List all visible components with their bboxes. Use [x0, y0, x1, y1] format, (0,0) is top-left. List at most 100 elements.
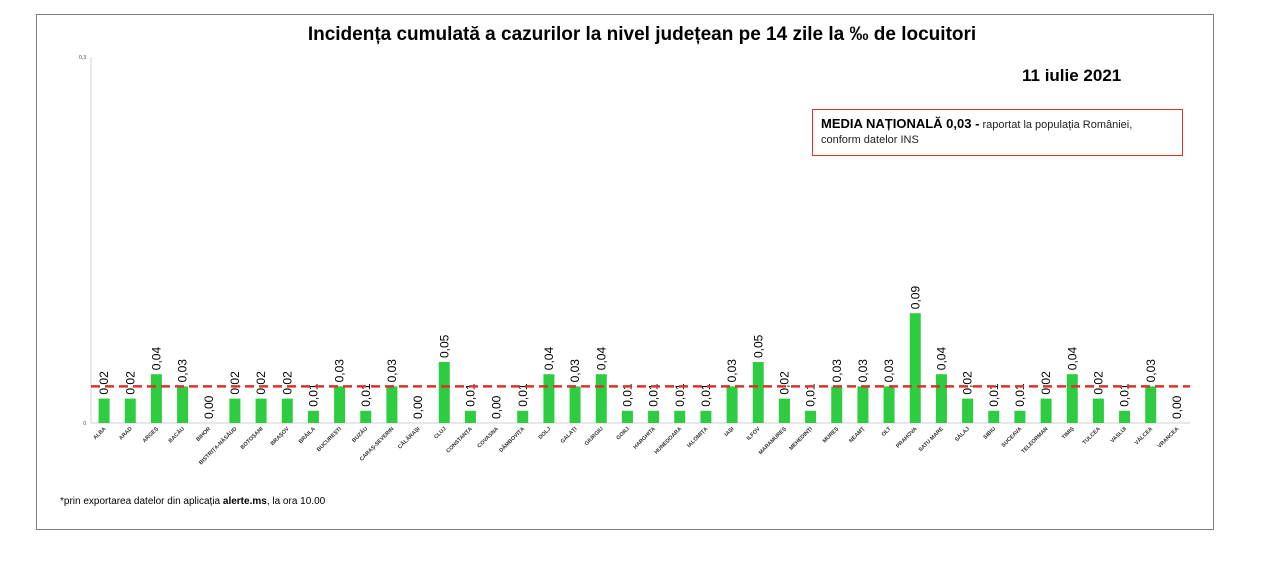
bar-value-label: 0,01: [306, 383, 320, 407]
bar: [517, 410, 529, 423]
category-label: IALOMIȚA: [686, 426, 709, 449]
category-label: HARGHITA: [633, 426, 657, 450]
bar-value-label: 0,00: [202, 395, 216, 419]
national-average-label: MEDIA NAȚIONALĂ 0,03 -: [821, 116, 980, 131]
category-label: DOLJ: [538, 426, 553, 441]
bar: [1145, 386, 1157, 423]
bar: [98, 398, 110, 423]
bar-value-label: 0,02: [280, 371, 294, 395]
bar-value-label: 0,01: [987, 383, 1001, 407]
category-label: BIHOR: [195, 426, 212, 443]
bar: [124, 398, 136, 423]
bar-value-label: 0,00: [1170, 395, 1184, 419]
category-label: ARAD: [118, 426, 133, 441]
bar-value-label: 0,03: [830, 359, 844, 383]
bar-value-label: 0,01: [1118, 383, 1132, 407]
national-average-box: MEDIA NAȚIONALĂ 0,03 - raportat la popul…: [812, 109, 1183, 156]
bar: [595, 374, 607, 423]
category-label: MEHEDINȚI: [788, 426, 814, 452]
bar-value-label: 0,02: [123, 371, 137, 395]
bar-value-label: 0,00: [411, 395, 425, 419]
chart-frame: [36, 14, 1214, 530]
category-label: HUNEDOARA: [654, 426, 684, 456]
category-label: VASLUI: [1110, 426, 1129, 445]
category-label: VÂLCEA: [1133, 425, 1154, 446]
category-label: SĂLAJ: [953, 425, 971, 443]
bar-value-label: 0,01: [673, 383, 687, 407]
bar-value-label: 0,03: [856, 359, 870, 383]
category-label: VRANCEA: [1157, 426, 1180, 449]
category-label: COVASNA: [477, 426, 500, 449]
bar: [883, 386, 895, 423]
y-tick-label: 0,3: [79, 55, 86, 61]
bar-value-label: 0,02: [97, 371, 111, 395]
category-label: IAȘI: [724, 426, 736, 438]
bar-value-label: 0,01: [620, 383, 634, 407]
category-label: MUREȘ: [822, 426, 841, 445]
bar: [1014, 410, 1026, 423]
bar-value-label: 0,00: [490, 395, 504, 419]
bar-value-label: 0,01: [647, 383, 661, 407]
bar: [935, 374, 947, 423]
bar: [150, 374, 162, 423]
category-label: OLT: [881, 426, 893, 438]
category-label: ILFOV: [746, 426, 762, 442]
bar-value-label: 0,04: [149, 347, 163, 371]
bar: [700, 410, 712, 423]
bar: [962, 398, 974, 423]
bar-value-label: 0,01: [463, 383, 477, 407]
category-label: SATU MARE: [918, 426, 945, 453]
bar: [360, 410, 372, 423]
bar-value-label: 0,03: [725, 359, 739, 383]
bar-value-label: 0,03: [568, 359, 582, 383]
bar-value-label: 0,05: [437, 334, 451, 358]
bar-value-label: 0,02: [254, 371, 268, 395]
chart-title: Incidența cumulată a cazurilor la nivel …: [307, 24, 977, 45]
bar: [1066, 374, 1078, 423]
bar-value-label: 0,03: [333, 359, 347, 383]
bar-value-label: 0,04: [934, 347, 948, 371]
bar-value-label: 0,09: [908, 286, 922, 310]
category-label: CLUJ: [433, 426, 447, 440]
bar: [569, 386, 581, 423]
category-label: BOTOȘANI: [240, 426, 265, 451]
bar: [857, 386, 869, 423]
category-label: CĂLĂRAȘI: [396, 425, 421, 450]
category-label: GALAȚI: [560, 426, 579, 445]
category-label: PRAHOVA: [895, 426, 918, 449]
bar-value-label: 0,02: [1039, 371, 1053, 395]
national-average-note: raportat la populația României, conform …: [821, 119, 1133, 146]
category-label: BUZĂU: [351, 425, 370, 444]
bar: [464, 410, 476, 423]
bar-value-label: 0,04: [594, 347, 608, 371]
category-label: SUCEAVA: [1001, 426, 1024, 449]
bar: [778, 398, 790, 423]
footnote: *prin exportarea datelor din aplicația a…: [60, 496, 325, 507]
category-label: GIURGIU: [584, 426, 605, 447]
bar: [726, 386, 738, 423]
bar: [1040, 398, 1052, 423]
category-label: BACĂU: [167, 425, 186, 444]
bar: [281, 398, 293, 423]
category-label: ALBA: [92, 426, 107, 441]
category-label: MARAMUREȘ: [758, 426, 788, 456]
bar: [307, 410, 319, 423]
category-label: TELEORMAN: [1021, 426, 1050, 455]
bar: [909, 313, 921, 423]
bar-value-label: 0,05: [751, 334, 765, 358]
bar-value-label: 0,01: [804, 383, 818, 407]
bar: [752, 362, 764, 423]
category-label: TULCEA: [1082, 426, 1102, 446]
bar: [1092, 398, 1104, 423]
category-label: TIMIȘ: [1061, 426, 1076, 441]
category-label: ARGEȘ: [142, 426, 160, 444]
bar: [648, 410, 660, 423]
bar-value-label: 0,04: [1065, 347, 1079, 371]
bar: [831, 386, 843, 423]
bar-value-label: 0,02: [1091, 371, 1105, 395]
footnote-prefix: *prin exportarea datelor din aplicația: [60, 496, 223, 507]
category-label: GORJ: [616, 426, 631, 441]
bar-value-label: 0,03: [1144, 359, 1158, 383]
category-label: NEAMȚ: [848, 426, 867, 445]
